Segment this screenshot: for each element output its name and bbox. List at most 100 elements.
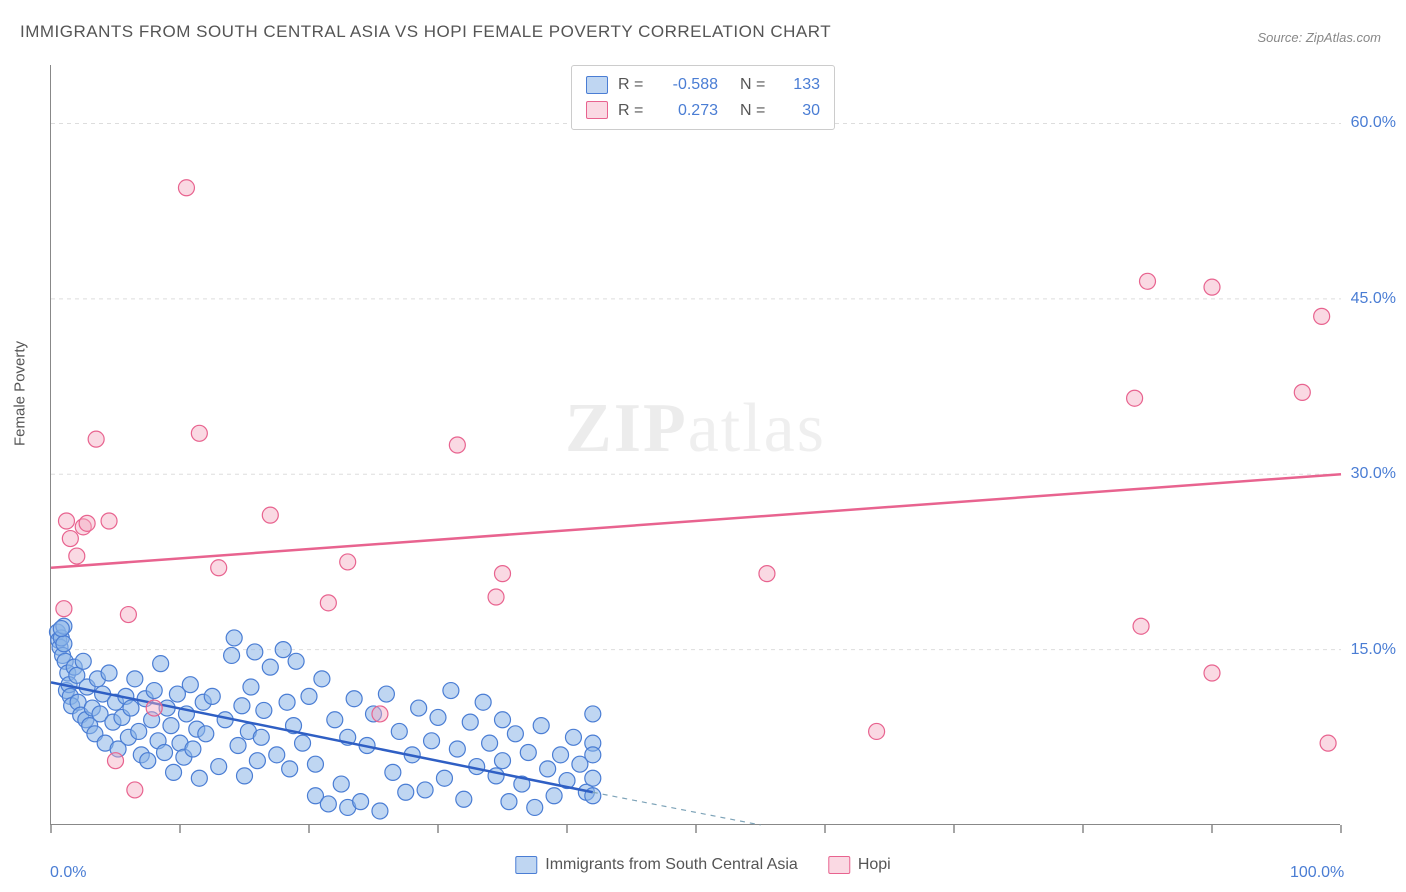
hopi-point bbox=[320, 595, 336, 611]
sca-point bbox=[56, 636, 72, 652]
sca-point bbox=[140, 753, 156, 769]
sca-point bbox=[443, 683, 459, 699]
sca-point bbox=[501, 794, 517, 810]
sca-point bbox=[269, 747, 285, 763]
hopi-point bbox=[127, 782, 143, 798]
hopi-point bbox=[869, 723, 885, 739]
y-tick-label: 30.0% bbox=[1351, 465, 1396, 483]
sca-point bbox=[101, 665, 117, 681]
hopi-point bbox=[340, 554, 356, 570]
hopi-point bbox=[1140, 273, 1156, 289]
legend-r-label: R = bbox=[618, 72, 648, 98]
legend-swatch bbox=[586, 76, 608, 94]
sca-point bbox=[346, 691, 362, 707]
sca-point bbox=[411, 700, 427, 716]
hopi-point bbox=[211, 560, 227, 576]
sca-point bbox=[546, 788, 562, 804]
legend-n-label: N = bbox=[740, 98, 770, 124]
source-attribution: Source: ZipAtlas.com bbox=[1257, 30, 1381, 45]
chart-title: IMMIGRANTS FROM SOUTH CENTRAL ASIA VS HO… bbox=[20, 22, 831, 42]
hopi-point bbox=[1204, 665, 1220, 681]
y-axis-label: Female Poverty bbox=[12, 341, 29, 446]
series-legend: Immigrants from South Central Asia Hopi bbox=[515, 856, 890, 874]
sca-point bbox=[372, 803, 388, 819]
sca-point bbox=[533, 718, 549, 734]
hopi-point bbox=[1133, 618, 1149, 634]
hopi-point bbox=[1294, 384, 1310, 400]
sca-point bbox=[211, 759, 227, 775]
sca-point bbox=[462, 714, 478, 730]
legend-series-label: Hopi bbox=[858, 856, 891, 874]
x-tick-label: 0.0% bbox=[50, 864, 86, 882]
legend-r-label: R = bbox=[618, 98, 648, 124]
y-tick-label: 60.0% bbox=[1351, 114, 1396, 132]
hopi-point bbox=[120, 607, 136, 623]
hopi-point bbox=[1314, 308, 1330, 324]
hopi-point bbox=[1204, 279, 1220, 295]
legend-series-item: Immigrants from South Central Asia bbox=[515, 856, 798, 874]
sca-point bbox=[391, 723, 407, 739]
legend-r-value: 0.273 bbox=[658, 98, 718, 124]
sca-point bbox=[553, 747, 569, 763]
hopi-point bbox=[79, 515, 95, 531]
hopi-point bbox=[372, 706, 388, 722]
legend-series-item: Hopi bbox=[828, 856, 891, 874]
sca-point bbox=[204, 688, 220, 704]
sca-point bbox=[430, 709, 446, 725]
sca-point bbox=[123, 700, 139, 716]
sca-point bbox=[146, 683, 162, 699]
sca-point bbox=[424, 733, 440, 749]
sca-point bbox=[327, 712, 343, 728]
sca-point bbox=[307, 756, 323, 772]
legend-swatch bbox=[586, 101, 608, 119]
hopi-point bbox=[1127, 390, 1143, 406]
sca-point bbox=[288, 653, 304, 669]
hopi-point bbox=[88, 431, 104, 447]
sca-point bbox=[385, 764, 401, 780]
sca-point bbox=[495, 712, 511, 728]
sca-point bbox=[495, 753, 511, 769]
sca-point bbox=[243, 679, 259, 695]
legend-swatch bbox=[515, 856, 537, 874]
sca-point bbox=[314, 671, 330, 687]
hopi-point bbox=[495, 566, 511, 582]
sca-point bbox=[320, 796, 336, 812]
hopi-point bbox=[449, 437, 465, 453]
sca-point bbox=[182, 677, 198, 693]
legend-correlation-row: R =0.273N =30 bbox=[586, 98, 820, 124]
hopi-point bbox=[62, 531, 78, 547]
sca-point bbox=[131, 723, 147, 739]
hopi-point bbox=[101, 513, 117, 529]
sca-point bbox=[417, 782, 433, 798]
hopi-point bbox=[108, 753, 124, 769]
sca-point bbox=[163, 718, 179, 734]
sca-point bbox=[234, 698, 250, 714]
sca-point bbox=[275, 642, 291, 658]
sca-point bbox=[540, 761, 556, 777]
hopi-point bbox=[178, 180, 194, 196]
correlation-legend: R =-0.588N =133R =0.273N =30 bbox=[571, 65, 835, 130]
y-tick-label: 15.0% bbox=[1351, 641, 1396, 659]
sca-point bbox=[198, 726, 214, 742]
hopi-point bbox=[1320, 735, 1336, 751]
sca-point bbox=[256, 702, 272, 718]
sca-point bbox=[565, 729, 581, 745]
sca-point bbox=[185, 741, 201, 757]
hopi-point bbox=[262, 507, 278, 523]
sca-point bbox=[585, 706, 601, 722]
sca-point bbox=[75, 653, 91, 669]
sca-point bbox=[507, 726, 523, 742]
sca-point bbox=[253, 729, 269, 745]
hopi-point bbox=[56, 601, 72, 617]
sca-point bbox=[456, 791, 472, 807]
sca-point bbox=[157, 745, 173, 761]
sca-point bbox=[153, 656, 169, 672]
sca-point bbox=[230, 737, 246, 753]
hopi-point bbox=[146, 700, 162, 716]
sca-point bbox=[520, 745, 536, 761]
sca-point bbox=[449, 741, 465, 757]
sca-point bbox=[224, 647, 240, 663]
hopi-point bbox=[69, 548, 85, 564]
legend-series-label: Immigrants from South Central Asia bbox=[545, 856, 798, 874]
legend-r-value: -0.588 bbox=[658, 72, 718, 98]
